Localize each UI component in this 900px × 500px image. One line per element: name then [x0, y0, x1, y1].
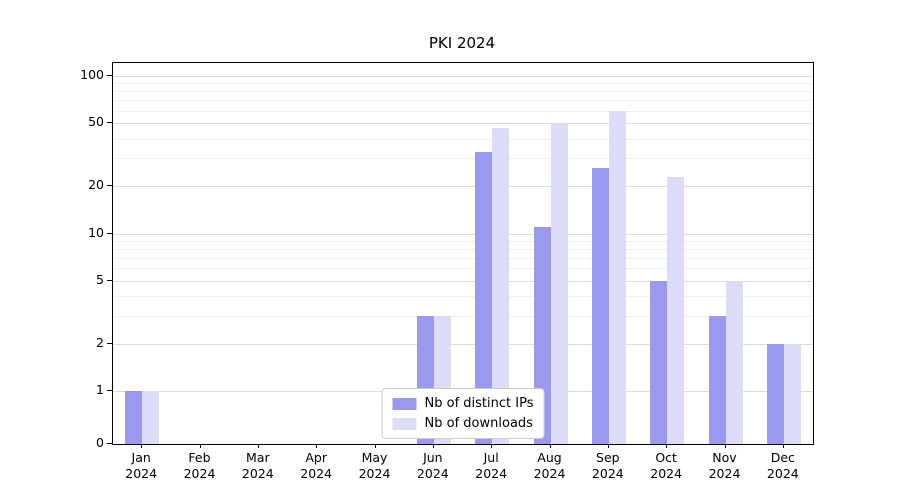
- legend-item-distinct-ips: Nb of distinct IPs: [392, 396, 534, 411]
- y-tick-label: 50: [88, 114, 104, 130]
- x-tick-mark: [316, 444, 318, 448]
- bar-downloads-aug: [550, 123, 568, 444]
- x-tick-label-jul: Jul 2024: [475, 450, 508, 481]
- bar-downloads-jan: [142, 391, 160, 444]
- gridline-minor: [113, 158, 813, 160]
- legend-swatch-distinct-ips: [392, 397, 417, 410]
- gridline-major: [113, 280, 813, 282]
- y-tick-label: 1: [96, 382, 104, 397]
- bar-downloads-dec: [783, 343, 801, 444]
- legend: Nb of distinct IPs Nb of downloads: [381, 388, 545, 439]
- bar-distinct-ips-nov: [708, 315, 726, 444]
- gridline-minor: [113, 248, 813, 250]
- x-tick-label-may: May 2024: [358, 450, 391, 481]
- legend-label-distinct-ips: Nb of distinct IPs: [424, 396, 534, 411]
- y-tick-mark: [107, 75, 112, 76]
- x-tick-label-feb: Feb 2024: [183, 450, 216, 481]
- y-tick-label: 100: [80, 67, 104, 82]
- x-tick-mark: [491, 444, 493, 448]
- gridline-minor: [113, 240, 813, 242]
- y-tick-label: 20: [88, 177, 104, 193]
- plot-area: Nb of distinct IPs Nb of downloads: [112, 62, 814, 445]
- gridline-major: [113, 186, 813, 188]
- gridline-major: [113, 123, 813, 125]
- x-tick-mark: [666, 444, 668, 448]
- legend-swatch-downloads: [392, 417, 417, 430]
- gridline-major: [113, 233, 813, 235]
- x-tick-label-mar: Mar 2024: [241, 450, 274, 481]
- y-tick-mark: [107, 279, 112, 281]
- x-tick-label-dec: Dec 2024: [766, 450, 799, 481]
- y-tick-mark: [107, 232, 112, 234]
- x-tick-label-apr: Apr 2024: [300, 450, 333, 481]
- x-tick-label-jun: Jun 2024: [416, 450, 449, 481]
- x-tick-mark: [782, 444, 784, 448]
- bar-distinct-ips-dec: [766, 343, 784, 444]
- gridline-minor: [113, 296, 813, 298]
- x-tick-mark: [374, 444, 376, 448]
- bar-distinct-ips-oct: [650, 280, 668, 444]
- x-tick-label-jan: Jan 2024: [125, 450, 158, 481]
- gridline-minor: [113, 138, 813, 140]
- y-tick-label: 5: [96, 271, 104, 287]
- y-tick-label: 2: [96, 334, 104, 350]
- x-tick-label-oct: Oct 2024: [650, 450, 683, 481]
- gridline-minor: [113, 268, 813, 270]
- gridline-minor: [113, 315, 813, 317]
- x-tick-mark: [199, 444, 201, 448]
- y-tick-mark: [107, 122, 112, 124]
- bar-downloads-nov: [725, 280, 743, 444]
- x-tick-mark: [141, 444, 143, 448]
- y-tick-label: 10: [88, 224, 104, 240]
- bar-distinct-ips-sep: [591, 168, 609, 444]
- y-tick-mark: [107, 342, 112, 344]
- x-tick-mark: [432, 444, 434, 448]
- legend-item-downloads: Nb of downloads: [392, 416, 534, 431]
- chart-title: PKI 2024: [428, 34, 496, 52]
- x-tick-label-sep: Sep 2024: [591, 450, 624, 481]
- bar-downloads-sep: [608, 110, 626, 444]
- y-tick-label: 0: [96, 435, 104, 450]
- x-tick-mark: [549, 444, 551, 448]
- y-tick-mark: [107, 443, 112, 444]
- bar-distinct-ips-jan: [125, 391, 143, 444]
- bar-downloads-jul: [492, 127, 510, 444]
- x-tick-mark: [607, 444, 609, 448]
- gridline-minor: [113, 110, 813, 112]
- x-tick-mark: [724, 444, 726, 448]
- gridline-major: [113, 343, 813, 345]
- bar-downloads-oct: [667, 176, 685, 444]
- gridline-major: [113, 76, 813, 77]
- bar-distinct-ips-jul: [475, 151, 493, 444]
- gridline-minor: [113, 91, 813, 93]
- x-tick-mark: [257, 444, 259, 448]
- gridline-minor: [113, 257, 813, 259]
- y-tick-mark: [107, 185, 112, 187]
- x-tick-label-nov: Nov 2024: [708, 450, 741, 481]
- gridline-minor: [113, 83, 813, 85]
- gridline-minor: [113, 100, 813, 102]
- y-tick-mark: [107, 390, 112, 391]
- x-tick-label-aug: Aug 2024: [533, 450, 566, 481]
- legend-label-downloads: Nb of downloads: [424, 416, 533, 431]
